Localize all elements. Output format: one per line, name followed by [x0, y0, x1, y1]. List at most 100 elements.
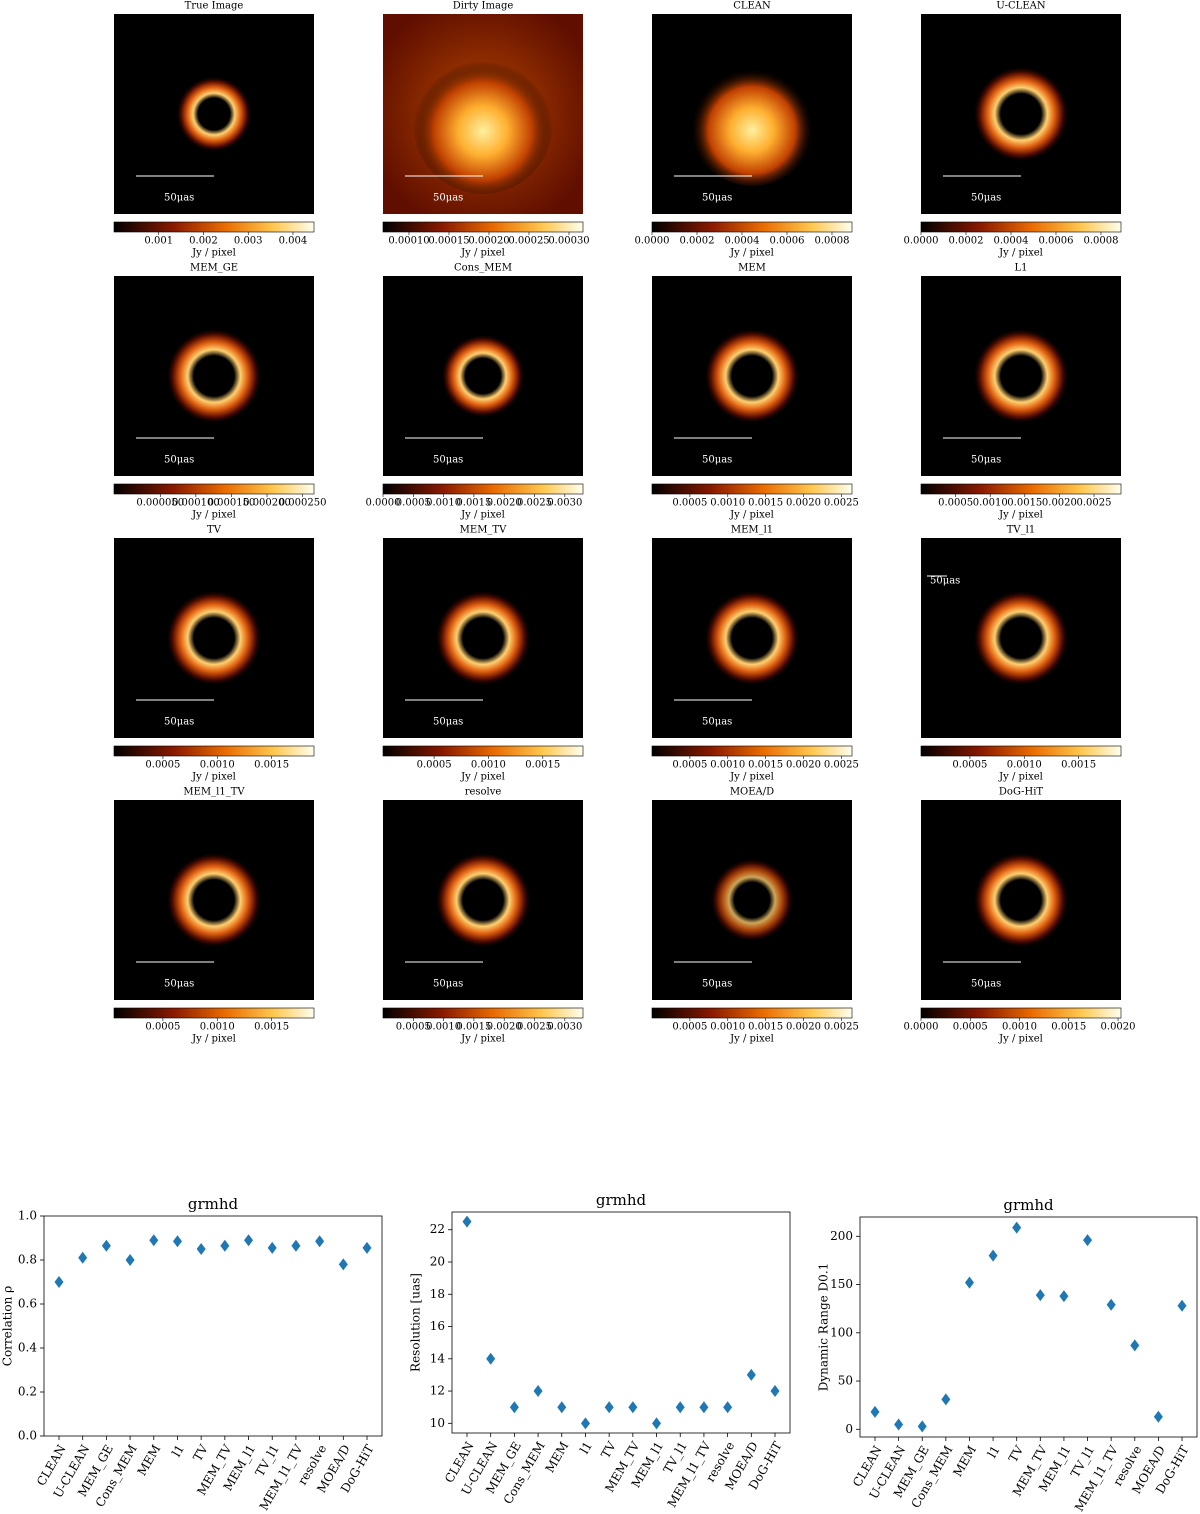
- panel-title: MEM_TV: [460, 525, 507, 536]
- colorbar-tick-label: 0.0020: [786, 1022, 821, 1033]
- x-tick-label: TV: [598, 1439, 619, 1461]
- panel-title: U-CLEAN: [996, 1, 1045, 12]
- y-tick-label: 1.0: [18, 1209, 37, 1223]
- colorbar-label: Jy / pixel: [998, 510, 1043, 521]
- colorbar-tick-label: 0.003: [234, 236, 263, 247]
- x-tick-label: TV: [190, 1442, 211, 1464]
- colorbar-tick-label: 0.0015: [254, 1022, 289, 1033]
- plot-frame: [859, 1216, 1198, 1438]
- y-tick-label: 10: [430, 1416, 445, 1430]
- panel-title: MEM_GE: [190, 263, 238, 274]
- data-point: [1106, 1298, 1116, 1311]
- y-tick-label: 20: [430, 1255, 445, 1269]
- data-point: [1130, 1339, 1140, 1352]
- y-tick-label: 22: [430, 1222, 445, 1236]
- colorbar-tick-label: 0.0002: [948, 236, 983, 247]
- colorbar-tick-label: 0.0025: [517, 498, 552, 509]
- colorbar-tick-label: 0.000100: [172, 498, 220, 509]
- colorbar-tick-label: 0.0006: [1038, 236, 1073, 247]
- colorbar-tick-label: 0.0010: [426, 1022, 461, 1033]
- y-tick-label: 50: [838, 1374, 853, 1388]
- colorbar-tick-label: 0.0005: [417, 760, 452, 771]
- data-point: [699, 1401, 709, 1414]
- colorbar-tick-label: 0.0025: [517, 1022, 552, 1033]
- colorbar-tick-label: 0.0010: [200, 1022, 235, 1033]
- colorbar: [651, 483, 853, 495]
- y-tick-label: 150: [830, 1277, 853, 1291]
- colorbar-tick-label: 0.0005: [672, 760, 707, 771]
- scale-bar-label: 50μas: [164, 455, 194, 466]
- colorbar-label: Jy / pixel: [460, 248, 505, 259]
- colorbar-tick-label: 0.0020: [786, 760, 821, 771]
- data-point: [917, 1420, 927, 1433]
- y-tick-label: 0.8: [18, 1253, 37, 1267]
- x-tick-label: l1: [577, 1439, 595, 1456]
- colorbar: [382, 745, 584, 757]
- image-source: [166, 590, 262, 686]
- scale-bar-label: 50μas: [164, 979, 194, 990]
- chart-title: grmhd: [596, 1191, 647, 1209]
- image-source: [166, 328, 262, 424]
- panel-title: MEM: [738, 263, 766, 274]
- data-point: [1153, 1410, 1163, 1423]
- image-source: [690, 62, 814, 186]
- y-tick-label: 16: [430, 1319, 445, 1333]
- data-point: [746, 1368, 756, 1381]
- colorbar-tick-label: 0.0005: [938, 498, 973, 509]
- data-point: [1012, 1221, 1022, 1234]
- scale-bar-label: 50μas: [971, 455, 1001, 466]
- image-source: [973, 852, 1069, 948]
- data-point: [244, 1234, 254, 1247]
- colorbar-tick-label: 0.0005: [952, 760, 987, 771]
- colorbar-label: Jy / pixel: [460, 510, 505, 521]
- colorbar-label: Jy / pixel: [191, 248, 236, 259]
- colorbar-tick-label: 0.0010: [1007, 760, 1042, 771]
- data-point: [509, 1401, 519, 1414]
- colorbar-label: Jy / pixel: [998, 248, 1043, 259]
- colorbar: [920, 483, 1122, 495]
- colorbar: [920, 221, 1122, 233]
- colorbar-tick-label: 0.0025: [824, 1022, 859, 1033]
- colorbar-tick-label: 0.0020: [487, 1022, 522, 1033]
- colorbar: [382, 483, 584, 495]
- colorbar: [382, 221, 584, 233]
- scale-bar-label: 50μas: [971, 979, 1001, 990]
- colorbar-label: Jy / pixel: [729, 772, 774, 783]
- colorbar-tick-label: 0.0015: [1007, 498, 1042, 509]
- colorbar-tick-label: 0.0004: [993, 236, 1028, 247]
- data-point: [988, 1249, 998, 1262]
- colorbar-tick-label: 0.0025: [1077, 498, 1112, 509]
- image-source: [710, 858, 794, 942]
- data-point: [291, 1239, 301, 1252]
- panel-title: MEM_l1: [731, 525, 773, 536]
- data-point: [533, 1385, 543, 1398]
- colorbar-tick-label: 0.0010: [973, 498, 1008, 509]
- colorbar-tick-label: 0.00020: [468, 236, 509, 247]
- image-source: [704, 328, 800, 424]
- data-point: [604, 1401, 614, 1414]
- data-point: [723, 1401, 733, 1414]
- panel-title: TV_l1: [1007, 525, 1035, 536]
- panel-title: MOEA/D: [730, 787, 774, 798]
- panel-title: CLEAN: [733, 1, 771, 12]
- y-tick-label: 0.4: [18, 1341, 37, 1355]
- data-point: [196, 1243, 206, 1255]
- data-point: [1059, 1290, 1069, 1303]
- scale-bar-label: 50μas: [164, 717, 194, 728]
- colorbar: [113, 1007, 315, 1019]
- colorbar-tick-label: 0.0005: [672, 498, 707, 509]
- colorbar-tick-label: 0.00010: [388, 236, 429, 247]
- colorbar-tick-label: 0.0020: [1042, 498, 1077, 509]
- colorbar-label: Jy / pixel: [729, 248, 774, 259]
- panel-title: Dirty Image: [453, 1, 514, 12]
- colorbar-label: Jy / pixel: [191, 772, 236, 783]
- colorbar-tick-label: 0.0005: [396, 498, 431, 509]
- colorbar-tick-label: 0.000200: [243, 498, 291, 509]
- y-axis-label: Correlation ρ: [1, 1286, 15, 1366]
- x-tick-label: MEM: [543, 1439, 572, 1475]
- colorbar-tick-label: 0.0002: [679, 236, 714, 247]
- panel-title: TV: [207, 525, 222, 536]
